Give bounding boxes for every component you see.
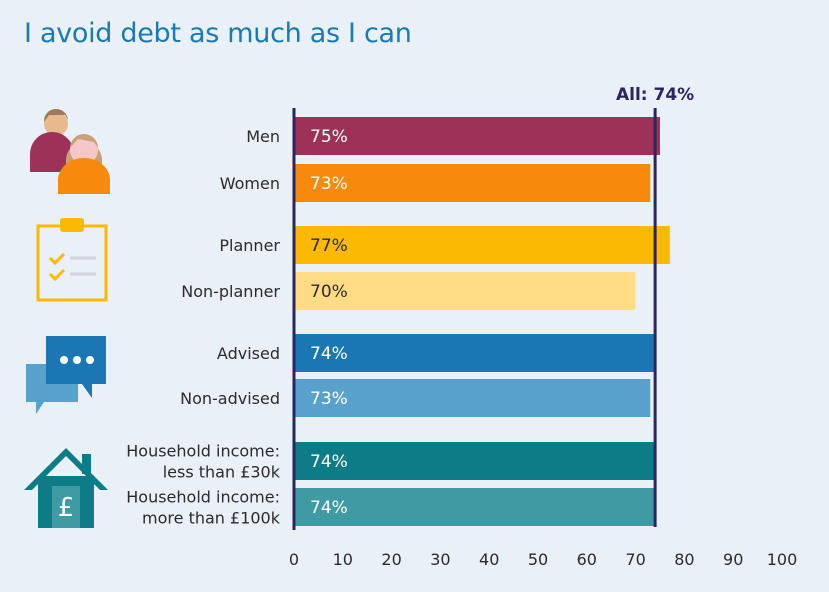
chart-title: I avoid debt as much as I can [24,18,412,49]
group-icons: £ [24,108,110,528]
bar-value-label-5: 73% [310,389,348,409]
x-tick-label-60: 60 [577,550,597,569]
category-label-2: Planner [219,236,280,255]
x-tick-label-30: 30 [430,550,450,569]
group-category-labels: Men Women Planner Non-planner Advised Non-adv… [126,127,280,528]
bar-7 [294,488,656,526]
group-x-axis-ticks: 0 10 20 30 40 50 60 70 80 90 100 [289,108,797,569]
x-tick-label-20: 20 [381,550,401,569]
x-tick-label-90: 90 [723,550,743,569]
group-bars: 75% 73% 77% 70% 74% 73% 74% 74% [294,117,670,526]
category-label-3: Non-planner [181,282,280,301]
bar-value-label-6: 74% [310,452,348,472]
bar-value-label-4: 74% [310,344,348,364]
group-reference: All: 74% [616,85,694,527]
bar-value-label-0: 75% [310,127,348,147]
chat-bubbles-icon [26,336,106,414]
house-pound-icon: £ [24,448,108,528]
x-tick-label-100: 100 [767,550,798,569]
bar-4 [294,334,656,372]
bar-2 [294,226,670,264]
x-tick-label-80: 80 [674,550,694,569]
bar-3 [294,272,636,310]
bar-1 [294,164,651,202]
bar-value-label-7: 74% [310,498,348,518]
category-label-5: Non-advised [180,389,280,408]
x-tick-label-0: 0 [289,550,299,569]
bar-value-label-2: 77% [310,236,348,256]
x-tick-label-40: 40 [479,550,499,569]
category-label-4: Advised [217,344,280,363]
bar-0 [294,117,660,155]
bar-value-label-3: 70% [310,282,348,302]
category-label-7: Household income: more than £100k [126,488,280,528]
clipboard-checklist-icon [36,218,108,302]
category-label-0: Men [246,127,280,146]
x-tick-label-70: 70 [625,550,645,569]
svg-text:£: £ [58,493,75,523]
x-tick-label-10: 10 [333,550,353,569]
x-tick-label-50: 50 [528,550,548,569]
category-label-1: Women [220,174,280,193]
bar-5 [294,379,651,417]
category-label-6: Household income: less than £30k [126,442,280,482]
bar-6 [294,442,656,480]
people-icon [30,108,110,194]
reference-line-label: All: 74% [616,85,694,105]
bar-value-label-1: 73% [310,174,348,194]
